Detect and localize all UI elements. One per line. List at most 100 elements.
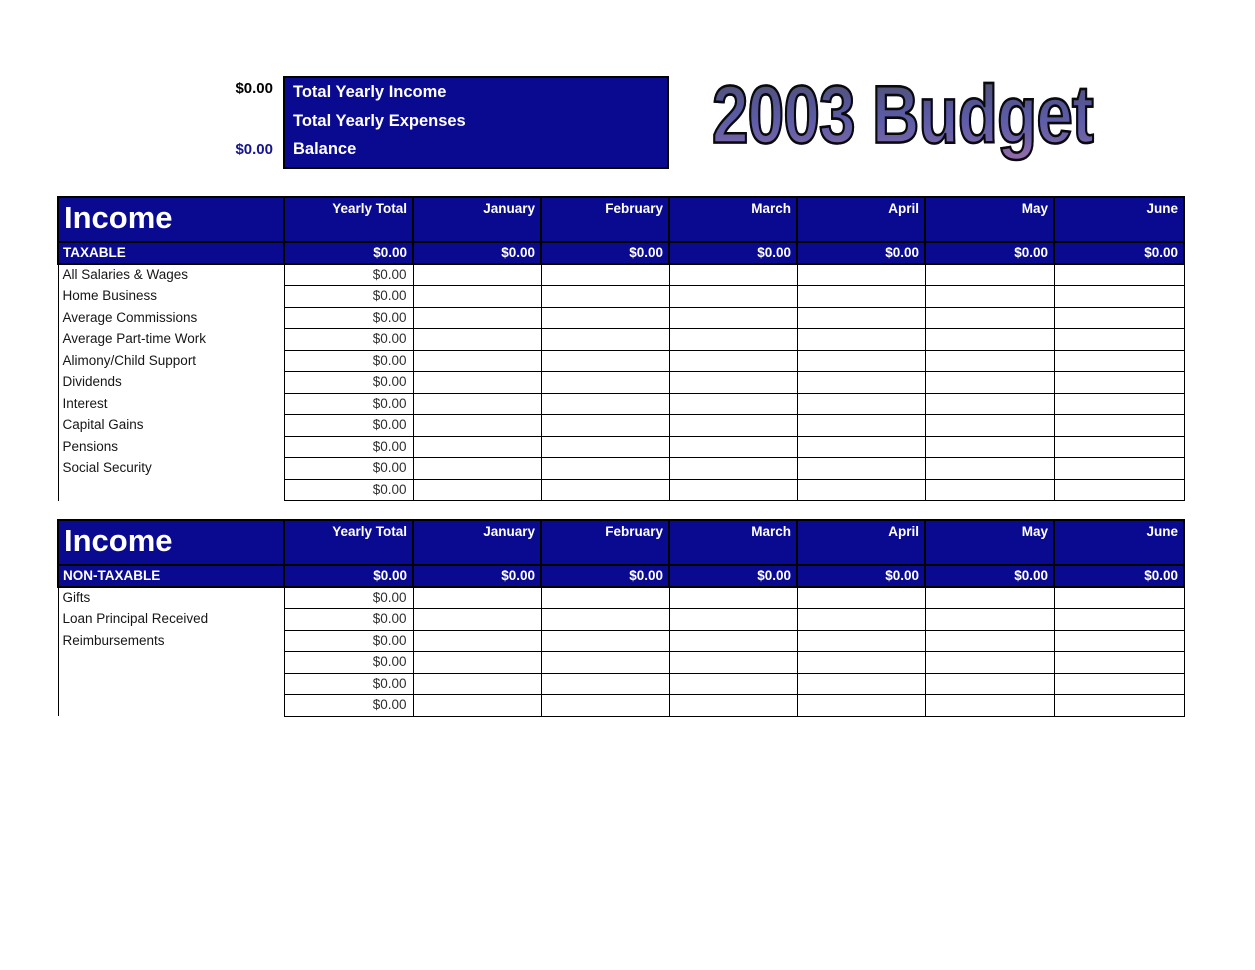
june-cell[interactable] [1053,306,1185,329]
april-cell[interactable] [796,586,926,609]
may-cell[interactable] [924,435,1055,458]
february-cell[interactable] [540,285,670,308]
february-cell[interactable] [540,306,670,329]
may-cell[interactable] [924,414,1055,437]
february-cell[interactable] [540,651,670,674]
may-cell[interactable] [924,306,1055,329]
january-cell[interactable] [412,306,542,329]
january-cell[interactable] [412,371,542,394]
march-cell[interactable] [668,328,798,351]
may-cell[interactable] [924,629,1055,652]
february-cell[interactable] [540,694,670,717]
april-cell[interactable] [796,349,926,372]
january-cell[interactable] [412,392,542,415]
may-cell[interactable] [924,349,1055,372]
february-cell[interactable] [540,435,670,458]
january-cell[interactable] [412,263,542,286]
march-cell[interactable] [668,263,798,286]
march-cell[interactable] [668,349,798,372]
january-cell[interactable] [412,414,542,437]
april-cell[interactable] [796,435,926,458]
march-cell[interactable] [668,435,798,458]
march-cell[interactable] [668,285,798,308]
january-cell[interactable] [412,478,542,501]
january-cell[interactable] [412,672,542,695]
march-cell[interactable] [668,651,798,674]
february-cell[interactable] [540,457,670,480]
january-cell[interactable] [412,694,542,717]
april-cell[interactable] [796,672,926,695]
june-cell[interactable] [1053,457,1185,480]
april-cell[interactable] [796,651,926,674]
may-cell[interactable] [924,478,1055,501]
march-cell[interactable] [668,371,798,394]
yearly-total-cell[interactable]: $0.00 [283,457,414,480]
april-cell[interactable] [796,608,926,631]
april-cell[interactable] [796,392,926,415]
april-cell[interactable] [796,629,926,652]
yearly-total-cell[interactable]: $0.00 [283,371,414,394]
march-cell[interactable] [668,306,798,329]
yearly-total-cell[interactable]: $0.00 [283,672,414,695]
june-cell[interactable] [1053,435,1185,458]
january-cell[interactable] [412,435,542,458]
june-cell[interactable] [1053,263,1185,286]
yearly-total-cell[interactable]: $0.00 [283,328,414,351]
february-cell[interactable] [540,392,670,415]
january-cell[interactable] [412,349,542,372]
yearly-total-cell[interactable]: $0.00 [283,306,414,329]
june-cell[interactable] [1053,608,1185,631]
april-cell[interactable] [796,285,926,308]
yearly-total-cell[interactable]: $0.00 [283,285,414,308]
june-cell[interactable] [1053,586,1185,609]
january-cell[interactable] [412,629,542,652]
january-cell[interactable] [412,608,542,631]
february-cell[interactable] [540,349,670,372]
yearly-total-cell[interactable]: $0.00 [283,608,414,631]
january-cell[interactable] [412,586,542,609]
may-cell[interactable] [924,457,1055,480]
march-cell[interactable] [668,478,798,501]
march-cell[interactable] [668,672,798,695]
june-cell[interactable] [1053,478,1185,501]
june-cell[interactable] [1053,349,1185,372]
june-cell[interactable] [1053,694,1185,717]
may-cell[interactable] [924,392,1055,415]
february-cell[interactable] [540,328,670,351]
june-cell[interactable] [1053,629,1185,652]
april-cell[interactable] [796,306,926,329]
march-cell[interactable] [668,608,798,631]
june-cell[interactable] [1053,328,1185,351]
february-cell[interactable] [540,586,670,609]
march-cell[interactable] [668,694,798,717]
april-cell[interactable] [796,263,926,286]
january-cell[interactable] [412,285,542,308]
march-cell[interactable] [668,392,798,415]
march-cell[interactable] [668,586,798,609]
march-cell[interactable] [668,414,798,437]
yearly-total-cell[interactable]: $0.00 [283,414,414,437]
yearly-total-cell[interactable]: $0.00 [283,694,414,717]
may-cell[interactable] [924,694,1055,717]
may-cell[interactable] [924,651,1055,674]
march-cell[interactable] [668,629,798,652]
march-cell[interactable] [668,457,798,480]
february-cell[interactable] [540,629,670,652]
may-cell[interactable] [924,328,1055,351]
may-cell[interactable] [924,263,1055,286]
yearly-total-cell[interactable]: $0.00 [283,586,414,609]
april-cell[interactable] [796,414,926,437]
february-cell[interactable] [540,478,670,501]
april-cell[interactable] [796,457,926,480]
june-cell[interactable] [1053,392,1185,415]
april-cell[interactable] [796,328,926,351]
june-cell[interactable] [1053,414,1185,437]
april-cell[interactable] [796,371,926,394]
january-cell[interactable] [412,457,542,480]
may-cell[interactable] [924,285,1055,308]
june-cell[interactable] [1053,651,1185,674]
yearly-total-cell[interactable]: $0.00 [283,392,414,415]
february-cell[interactable] [540,672,670,695]
may-cell[interactable] [924,371,1055,394]
june-cell[interactable] [1053,285,1185,308]
